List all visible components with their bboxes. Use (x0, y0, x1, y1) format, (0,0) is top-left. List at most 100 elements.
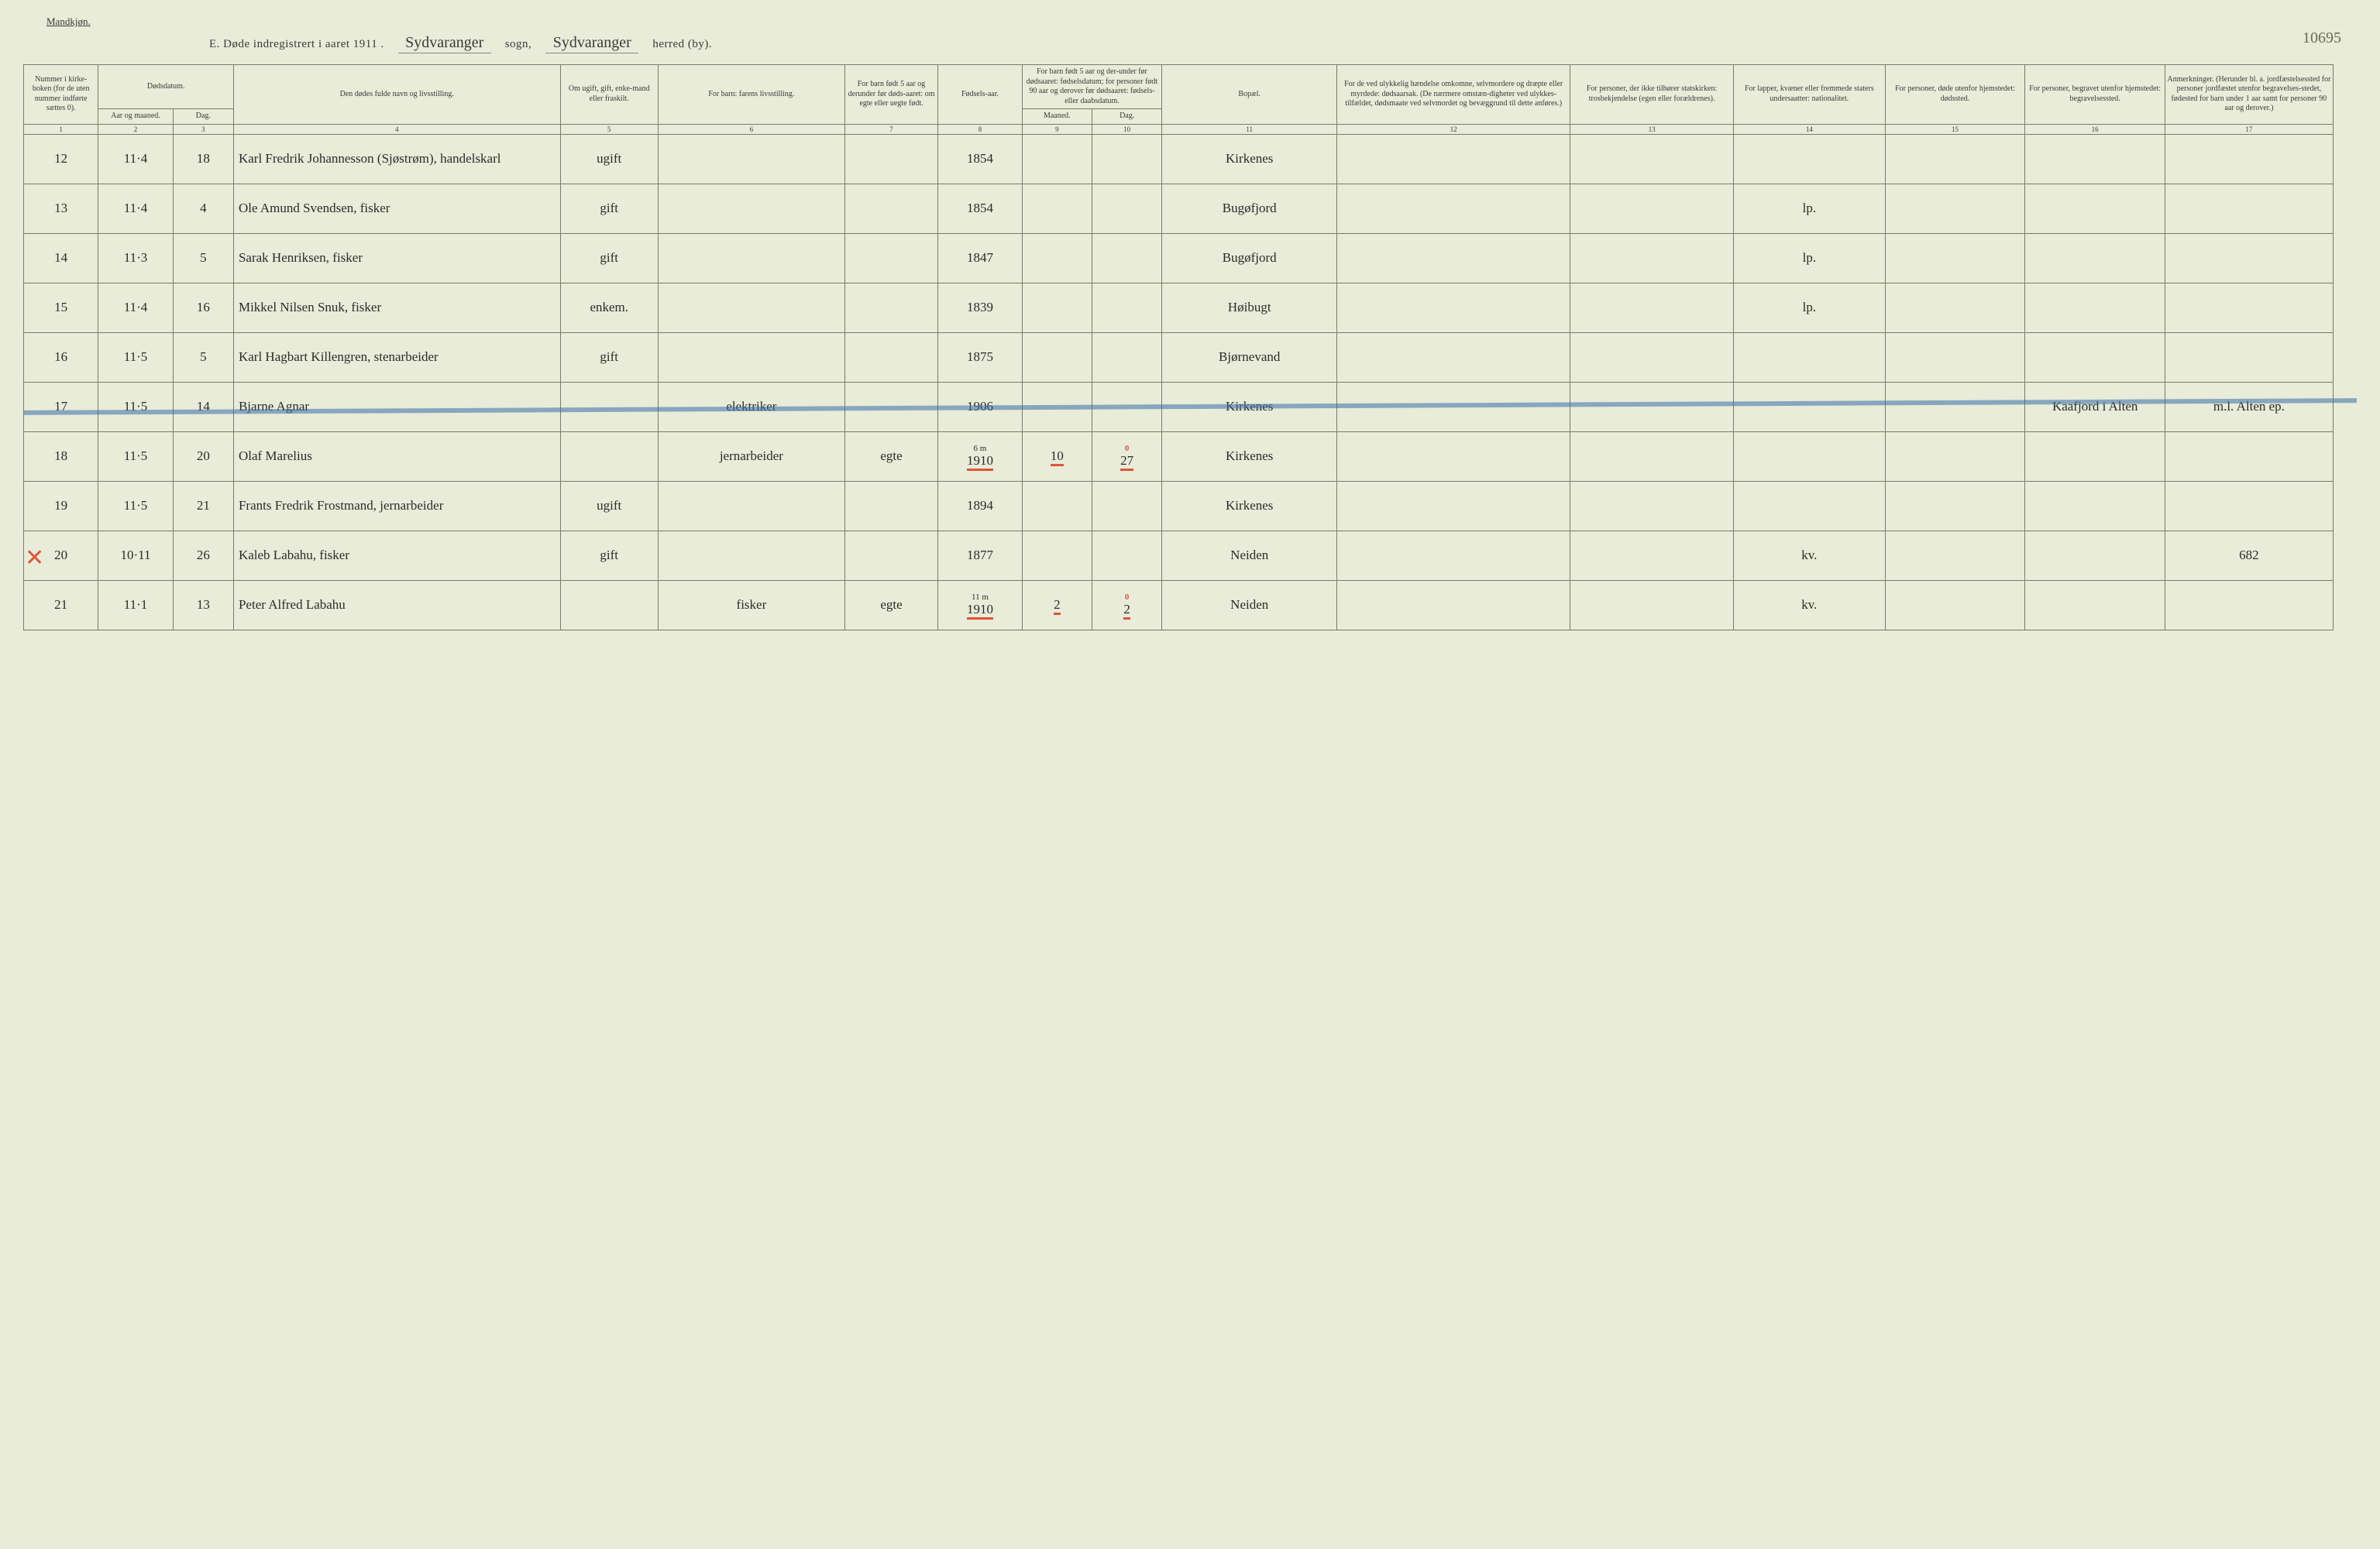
table-cell: 20 (173, 431, 233, 481)
table-cell: Ole Amund Svendsen, fisker (233, 184, 560, 233)
col-header: Dødsdatum. (98, 65, 234, 109)
table-cell: 10 (1022, 431, 1092, 481)
table-cell (658, 481, 844, 531)
table-cell: Karl Hagbart Killengren, stenarbeider (233, 332, 560, 382)
table-cell (2025, 481, 2165, 531)
table-cell: 682 (2165, 531, 2334, 580)
table-cell (1022, 531, 1092, 580)
table-cell: gift (560, 184, 658, 233)
table-cell: Mikkel Nilsen Snuk, fisker (233, 283, 560, 332)
table-cell: 11·3 (98, 233, 173, 283)
table-cell: 11·5 (98, 382, 173, 431)
table-cell: 11·5 (98, 431, 173, 481)
col-header: Nummer i kirke-boken (for de uten nummer… (24, 65, 98, 125)
table-cell: Peter Alfred Labahu (233, 580, 560, 630)
col-header: Fødsels-aar. (938, 65, 1022, 125)
table-cell (658, 283, 844, 332)
table-cell (560, 580, 658, 630)
table-cell (1022, 481, 1092, 531)
table-cell: 18 (173, 134, 233, 184)
table-cell: 6 m1910 (938, 431, 1022, 481)
table-cell: 1839 (938, 283, 1022, 332)
table-cell (1092, 233, 1161, 283)
table-cell: Kirkenes (1162, 382, 1337, 431)
table-header: Nummer i kirke-boken (for de uten nummer… (24, 65, 2357, 135)
table-cell: gift (560, 531, 658, 580)
table-row: 1911·521Frants Fredrik Frostmand, jernar… (24, 481, 2357, 531)
table-cell: Neiden (1162, 531, 1337, 580)
table-cell (560, 431, 658, 481)
table-cell: 14 (24, 233, 98, 283)
table-cell (1570, 332, 1734, 382)
table-cell (1570, 283, 1734, 332)
table-cell (1092, 184, 1161, 233)
table-cell (1885, 382, 2025, 431)
herred-label: herred (by). (652, 38, 712, 51)
table-cell (1733, 134, 1885, 184)
col-header: For personer, døde utenfor hjemstedet: d… (1885, 65, 2025, 125)
table-cell: 16 (173, 283, 233, 332)
column-number-row: 123 456 789 101112 131415 1617 (24, 124, 2357, 134)
table-cell: 1877 (938, 531, 1022, 580)
table-cell (1022, 382, 1092, 431)
col-header: For personer, begravet utenfor hjemstede… (2025, 65, 2165, 125)
col-subheader: Aar og maaned. (98, 109, 173, 125)
table-cell: 11·5 (98, 332, 173, 382)
table-cell: 1854 (938, 134, 1022, 184)
col-header: Om ugift, gift, enke-mand eller fraskilt… (560, 65, 658, 125)
table-cell (1022, 283, 1092, 332)
table-cell: 1875 (938, 332, 1022, 382)
table-cell (1885, 184, 2025, 233)
table-cell (658, 233, 844, 283)
table-cell: lp. (1733, 184, 1885, 233)
table-cell: egte (844, 431, 937, 481)
table-cell: 16 (24, 332, 98, 382)
table-cell: 26 (173, 531, 233, 580)
table-cell: elektriker (658, 382, 844, 431)
table-cell: Høibugt (1162, 283, 1337, 332)
table-cell (1570, 580, 1734, 630)
table-cell (844, 283, 937, 332)
table-cell (1337, 431, 1570, 481)
table-body: 1211·418Karl Fredrik Johannesson (Sjøstr… (24, 134, 2357, 630)
table-cell: 21 (173, 481, 233, 531)
table-cell (1885, 431, 2025, 481)
table-cell (2025, 531, 2165, 580)
table-cell (1092, 382, 1161, 431)
table-cell (2165, 332, 2334, 382)
table-cell (844, 531, 937, 580)
col-header: Bopæl. (1162, 65, 1337, 125)
col-header: For barn født 5 aar og der-under før død… (1022, 65, 1162, 109)
table-cell (560, 382, 658, 431)
table-cell: Bugøfjord (1162, 184, 1337, 233)
table-cell (1022, 332, 1092, 382)
table-cell (844, 184, 937, 233)
table-cell (1570, 531, 1734, 580)
table-cell: Kaafjord i Alten (2025, 382, 2165, 431)
table-cell (2025, 233, 2165, 283)
col-header: For personer, der ikke tilhører statskir… (1570, 65, 1734, 125)
table-cell: 11·5 (98, 481, 173, 531)
col-header: For lapper, kvæner eller fremmede stater… (1733, 65, 1885, 125)
table-cell (658, 531, 844, 580)
table-cell (1885, 481, 2025, 531)
table-cell (1092, 481, 1161, 531)
table-cell: 5 (173, 332, 233, 382)
table-cell: ✕20 (24, 531, 98, 580)
col-header: For de ved ulykkelig hændelse omkomne, s… (1337, 65, 1570, 125)
table-cell: gift (560, 233, 658, 283)
table-row: ✕2010·1126Kaleb Labahu, fiskergift1877Ne… (24, 531, 2357, 580)
table-row: 1411·35Sarak Henriksen, fiskergift1847Bu… (24, 233, 2357, 283)
table-cell (1022, 184, 1092, 233)
table-cell (1022, 134, 1092, 184)
table-cell (1733, 382, 1885, 431)
red-x-mark: ✕ (25, 544, 44, 572)
table-cell (1092, 283, 1161, 332)
table-cell (2025, 580, 2165, 630)
register-table: Nummer i kirke-boken (for de uten nummer… (23, 64, 2357, 630)
table-cell (1337, 184, 1570, 233)
table-cell (1885, 580, 2025, 630)
table-cell: Kirkenes (1162, 134, 1337, 184)
col-header: Den dødes fulde navn og livsstilling. (233, 65, 560, 125)
table-cell (2025, 283, 2165, 332)
